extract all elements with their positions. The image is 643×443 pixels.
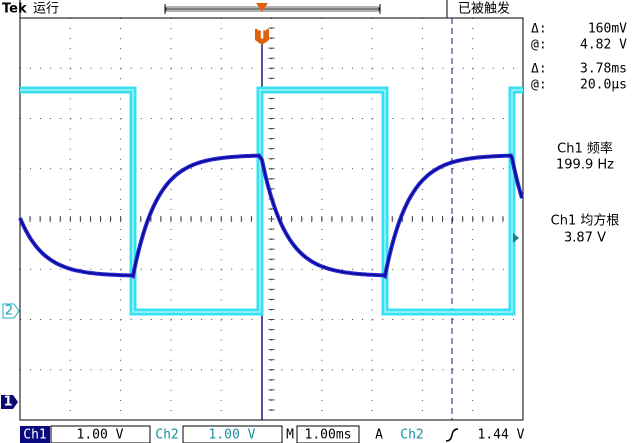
ch1-label: Ch1	[23, 428, 46, 443]
trigger-slope-icon	[445, 428, 459, 442]
trigger-level-marker	[513, 233, 519, 243]
run-status: 运行	[33, 2, 59, 17]
ch2-scale: 1.00 V	[209, 428, 256, 443]
trigger-tag	[255, 29, 269, 45]
timebase: 1.00ms	[305, 428, 352, 443]
readout-value: 20.0µs	[580, 78, 627, 93]
measurement-label: Ch1 频率	[557, 141, 613, 157]
trigger-source: Ch2	[400, 428, 423, 443]
ch2-trace-core	[20, 89, 523, 313]
readout-label: @:	[531, 38, 547, 53]
status-bar: Ch1 1.00 V Ch2 1.00 V M 1.00ms A Ch2 1.4…	[20, 425, 525, 443]
readout-value: 3.78ms	[580, 62, 627, 77]
cursor-readout: Δ: 160mV @: 4.82 V Δ: 3.78ms @: 20.0µs	[531, 22, 627, 93]
measurement-label: Ch1 均方根	[551, 213, 620, 229]
timebase-label: M	[286, 428, 294, 443]
trigger-mode: A	[375, 428, 383, 443]
trigger-position-marker	[256, 3, 268, 12]
readout-label: Δ:	[531, 62, 547, 77]
graticule	[19, 17, 524, 421]
ch2-ground-marker: 2	[2, 303, 20, 319]
trigger-level: 1.44 V	[478, 428, 525, 443]
measurement-value: 199.9 Hz	[556, 158, 614, 173]
readout-label: @:	[531, 78, 547, 93]
ch1-trace-core	[19, 154, 523, 278]
ch1-marker-label: 1	[3, 395, 12, 410]
ch2-marker-label: 2	[5, 304, 13, 319]
brand: Tek	[2, 2, 27, 17]
trigger-state: 已被触发	[458, 1, 510, 17]
trigger-position-bar	[164, 4, 381, 14]
ch2-label: Ch2	[155, 428, 178, 443]
readout-label: Δ:	[531, 22, 547, 37]
ch1-scale: 1.00 V	[77, 428, 124, 443]
trigger-tag-label: T	[258, 28, 267, 43]
ch1-ground-marker: 1	[1, 395, 18, 410]
readout-value: 4.82 V	[580, 38, 627, 53]
measurement-value: 3.87 V	[564, 231, 606, 246]
readout-value: 160mV	[588, 22, 627, 37]
